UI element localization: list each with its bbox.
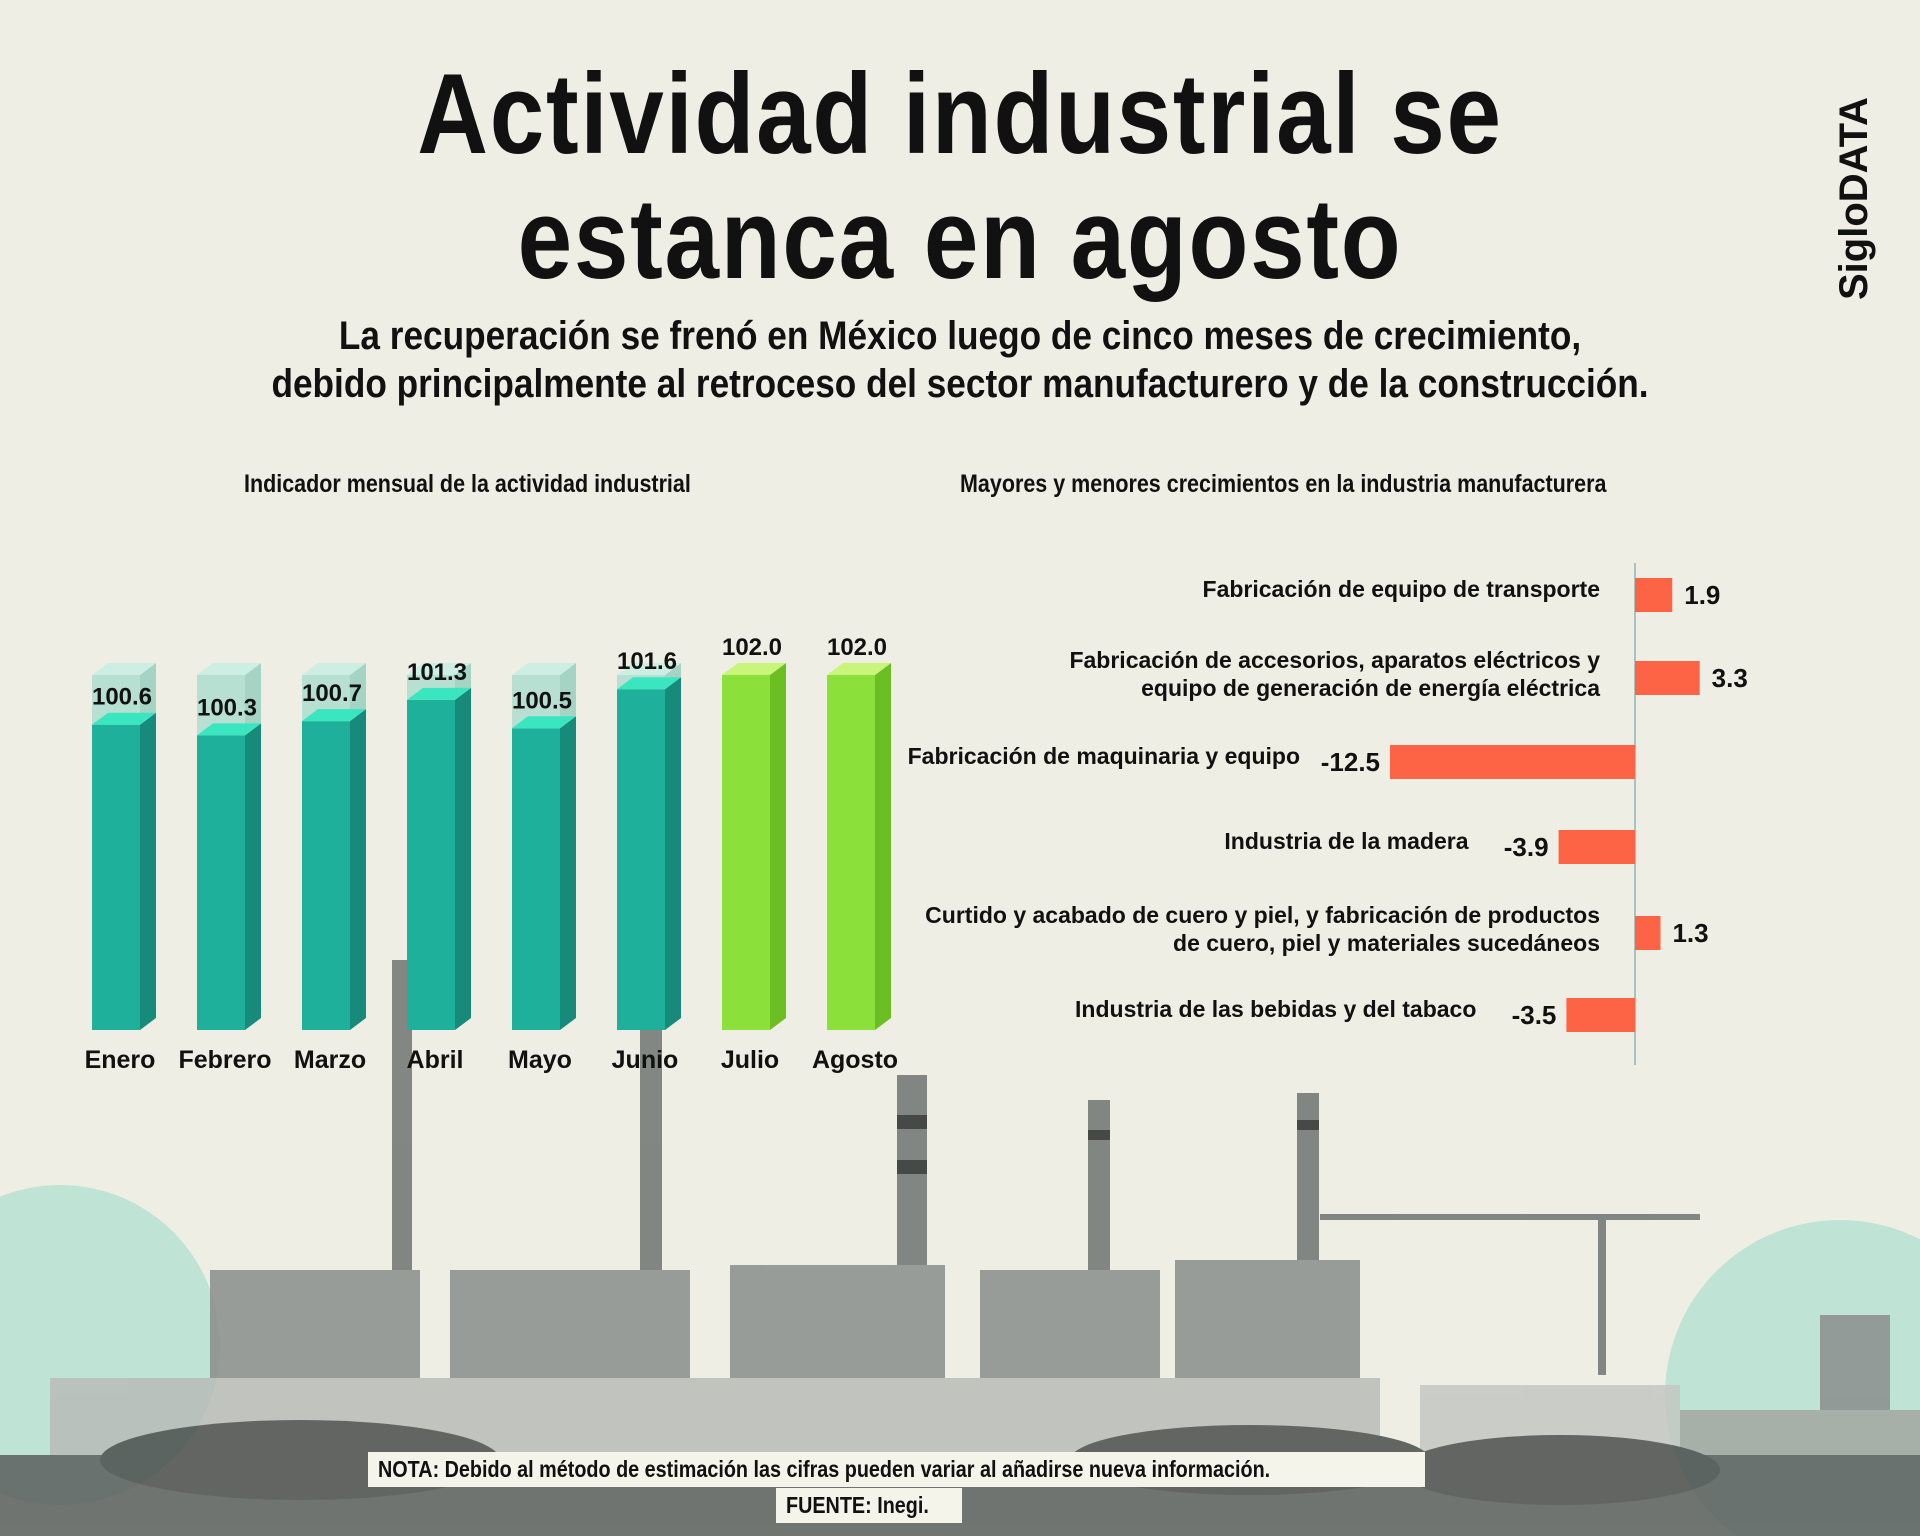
hbar-value-label: -3.5 <box>1512 1000 1557 1030</box>
footnote-note-text: NOTA: Debido al método de estimación las… <box>378 1456 1271 1482</box>
bar-ghost-side-febrero <box>245 663 261 736</box>
bar-junio <box>617 689 665 1030</box>
bar-ghost-top-marzo <box>302 663 366 675</box>
bar-side-enero <box>140 712 156 1030</box>
page-subtitle-line-1: La recuperación se frenó en México luego… <box>338 314 1582 358</box>
hbar-value-label: 1.3 <box>1672 918 1708 948</box>
footnote-note: NOTA: Debido al método de estimación las… <box>368 1452 1426 1487</box>
bar-group-febrero: 100.3 Febrero <box>178 663 272 1074</box>
page-subtitle: La recuperación se frenó en México luego… <box>115 312 1805 408</box>
bar-ghost-top-mayo <box>512 663 576 675</box>
bar-top-agosto <box>827 663 891 675</box>
category-label-enero: Enero <box>85 1046 156 1074</box>
page-title: Actividad industrial se estanca en agost… <box>134 52 1785 302</box>
hbar-category-label: de cuero, piel y materiales sucedáneos <box>1173 930 1600 956</box>
hbar-5 <box>1635 916 1661 950</box>
hbar-4 <box>1558 830 1635 864</box>
brand-logo-text: SigloDATA <box>1832 97 1876 300</box>
manufacturing-growth-bar-chart: 1.9 Fabricación de equipo de transporte 3.… <box>908 563 1748 1065</box>
category-label-mayo: Mayo <box>508 1046 572 1074</box>
bar-abril <box>407 699 455 1030</box>
bar-ghost-side-enero <box>140 663 156 725</box>
bar-side-mayo <box>560 716 576 1030</box>
bar-side-julio <box>770 663 786 1030</box>
right-chart-title: Mayores y menores crecimientos en la ind… <box>960 470 1607 498</box>
bar-top-febrero <box>197 723 261 736</box>
bar-group-julio: 102.0 Julio <box>721 634 786 1074</box>
hbar-category-label: Fabricación de maquinaria y equipo <box>908 743 1300 769</box>
bar-top-abril <box>407 687 471 700</box>
bar-top-mayo <box>512 716 576 729</box>
bar-side-febrero <box>245 723 261 1030</box>
bar-ghost-side-mayo <box>560 663 576 729</box>
hbar-1 <box>1635 578 1673 612</box>
category-label-marzo: Marzo <box>294 1046 366 1074</box>
footnote-source-text: FUENTE: Inegi. <box>786 1492 929 1518</box>
hbar-category-label: Fabricación de accesorios, aparatos eléc… <box>1069 647 1600 673</box>
hbar-value-label: 1.9 <box>1684 580 1720 610</box>
bar-top-marzo <box>302 709 366 722</box>
bar-top-julio <box>722 663 786 675</box>
bar-group-enero: 100.6 Enero <box>85 663 156 1074</box>
category-label-julio: Julio <box>721 1046 779 1074</box>
hbar-category-label: Curtido y acabado de cuero y piel, y fab… <box>925 902 1600 928</box>
bar-ghost-top-enero <box>92 663 156 675</box>
bar-side-junio <box>665 677 681 1030</box>
page-subtitle-line-2: debido principalmente al retroceso del s… <box>271 362 1649 406</box>
hbar-value-label: -12.5 <box>1321 747 1380 777</box>
category-label-agosto: Agosto <box>812 1046 898 1074</box>
bar-enero <box>92 724 140 1030</box>
footnote-source: FUENTE: Inegi. <box>776 1488 963 1523</box>
bar-side-agosto <box>875 663 891 1030</box>
bar-value-label: 101.3 <box>407 659 467 686</box>
bar-group-mayo: 100.5 Mayo <box>508 663 576 1074</box>
bar-value-label: 101.6 <box>617 648 677 675</box>
hbar-category-label: Industria de las bebidas y del tabaco <box>1075 996 1476 1022</box>
bar-julio <box>722 675 770 1030</box>
bar-top-junio <box>617 677 681 690</box>
hbar-2 <box>1635 661 1700 695</box>
page-title-line-2: estanca en agosto <box>517 176 1403 303</box>
bar-side-abril <box>455 687 471 1030</box>
hbar-value-label: 3.3 <box>1712 663 1748 693</box>
monthly-activity-bar-chart: 100.6 Enero 100.3 Febrero 100.7 Marzo 101.3 Abr… <box>85 634 898 1074</box>
category-label-junio: Junio <box>612 1046 679 1074</box>
category-label-febrero: Febrero <box>178 1046 271 1074</box>
bar-group-abril: 101.3 Abril <box>407 659 471 1074</box>
hbar-value-label: -3.9 <box>1504 832 1549 862</box>
bar-top-enero <box>92 712 156 725</box>
category-label-abril: Abril <box>407 1046 464 1074</box>
bar-side-marzo <box>350 709 366 1030</box>
bar-marzo <box>302 721 350 1030</box>
bar-value-label: 100.7 <box>302 680 362 707</box>
bar-group-junio: 101.6 Junio <box>612 648 681 1074</box>
bar-agosto <box>827 675 875 1030</box>
bar-value-label: 100.6 <box>92 684 152 711</box>
left-chart-title: Indicador mensual de la actividad indust… <box>244 470 691 498</box>
bar-group-marzo: 100.7 Marzo <box>294 663 366 1074</box>
hbar-category-label: equipo de generación de energía eléctric… <box>1141 675 1600 701</box>
bar-ghost-top-febrero <box>197 663 261 675</box>
hbar-6 <box>1566 998 1635 1032</box>
bar-value-label: 100.5 <box>512 687 572 714</box>
bar-value-label: 102.0 <box>722 634 782 661</box>
hbar-3 <box>1390 745 1635 779</box>
bar-value-label: 100.3 <box>197 694 257 721</box>
bar-mayo <box>512 728 560 1030</box>
bar-group-agosto: 102.0 Agosto <box>812 634 898 1074</box>
bar-value-label: 102.0 <box>827 634 887 661</box>
bar-ghost-top-abril <box>407 663 471 675</box>
hbar-category-label: Industria de la madera <box>1224 828 1468 854</box>
bar-febrero <box>197 735 245 1030</box>
hbar-category-label: Fabricación de equipo de transporte <box>1203 576 1600 602</box>
page-title-line-1: Actividad industrial se <box>417 51 1503 178</box>
bar-ghost-top-junio <box>617 663 681 675</box>
bar-ghost-side-marzo <box>350 663 366 722</box>
